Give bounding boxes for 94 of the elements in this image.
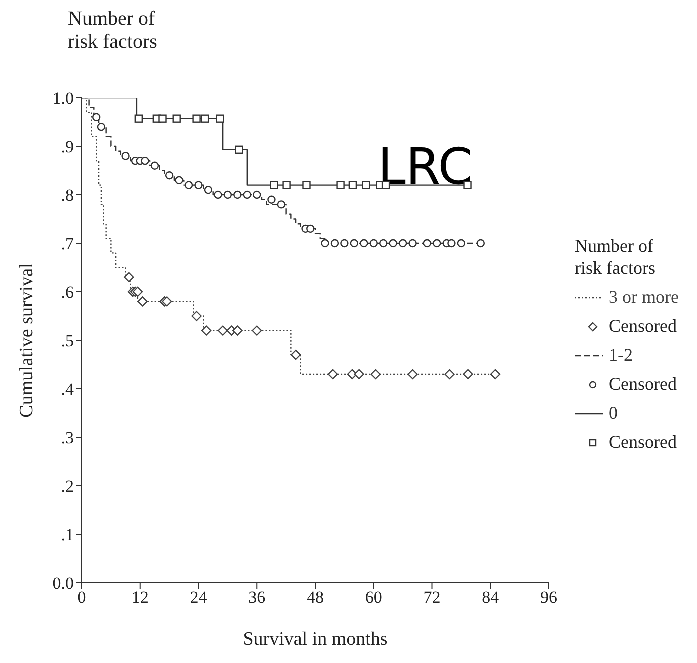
legend-label: Censored <box>609 316 677 337</box>
point <box>306 224 315 234</box>
point <box>408 239 417 248</box>
point <box>354 369 364 380</box>
point <box>138 296 148 307</box>
point <box>134 114 144 123</box>
point <box>380 239 388 248</box>
point <box>370 369 381 380</box>
legend-label: 3 or more <box>609 287 679 308</box>
point <box>389 239 398 248</box>
point <box>268 196 276 204</box>
y-tick-label: 0.0 <box>52 574 74 594</box>
point <box>158 114 167 123</box>
point <box>232 326 243 336</box>
x-tick-label: 48 <box>307 588 324 608</box>
point <box>122 152 130 160</box>
point <box>448 239 456 248</box>
point <box>243 190 252 200</box>
y-tick-label: .7 <box>61 234 74 254</box>
point <box>184 181 194 190</box>
y-tick-label: .3 <box>61 428 74 448</box>
point <box>423 239 432 248</box>
point <box>218 326 228 336</box>
y-tick-label: .6 <box>61 283 74 302</box>
x-tick-label: 24 <box>190 588 208 608</box>
legend-label: Censored <box>609 374 677 395</box>
point <box>216 114 224 123</box>
point <box>150 162 160 170</box>
point <box>124 272 134 283</box>
point <box>92 113 101 122</box>
point <box>290 350 302 360</box>
point <box>235 146 244 154</box>
x-tick-label: 84 <box>482 588 500 608</box>
text: Number of risk factors <box>68 8 158 54</box>
point <box>398 239 408 248</box>
point <box>370 239 378 248</box>
point <box>350 239 359 248</box>
point <box>194 181 203 190</box>
point <box>172 114 181 123</box>
point <box>270 181 278 190</box>
point <box>141 156 150 166</box>
point <box>204 186 213 194</box>
legend-title: Number of risk factors <box>575 235 656 279</box>
x-tick-label: 12 <box>132 588 149 608</box>
point <box>97 123 106 132</box>
point <box>302 181 311 190</box>
point <box>360 239 368 248</box>
x-axis-title: Survival in months <box>243 629 388 650</box>
x-tick-label: 72 <box>424 588 441 608</box>
point <box>234 190 242 200</box>
point <box>162 296 172 307</box>
point <box>192 114 201 123</box>
point <box>253 190 262 200</box>
annotation: LRC <box>378 138 474 196</box>
point <box>408 369 418 380</box>
point <box>321 239 330 248</box>
y-tick-label: .5 <box>61 332 74 351</box>
point <box>214 190 222 200</box>
point <box>175 176 184 185</box>
point <box>282 181 291 190</box>
point <box>362 181 370 190</box>
point <box>201 326 212 336</box>
point <box>490 369 501 380</box>
point <box>224 190 232 200</box>
legend-label: Censored <box>609 432 677 453</box>
point <box>200 114 210 123</box>
y-axis-title: Cumulative survival <box>16 263 38 418</box>
point <box>457 239 466 248</box>
point <box>165 172 174 180</box>
point <box>463 369 474 380</box>
y-tick-label: 1.0 <box>52 89 74 108</box>
x-tick-label: 0 <box>78 588 86 608</box>
x-tick-label: 96 <box>540 588 558 608</box>
legend-label: 1-2 <box>609 345 633 366</box>
point <box>330 239 340 248</box>
y-tick-label: .9 <box>61 138 74 157</box>
point <box>444 369 455 380</box>
point <box>192 311 202 322</box>
x-tick-label: 36 <box>248 588 266 608</box>
y-tick-label: .4 <box>61 380 74 400</box>
point <box>252 326 262 336</box>
point <box>433 239 442 248</box>
point <box>476 239 485 248</box>
point <box>336 181 345 190</box>
y-tick-label: .1 <box>61 526 74 545</box>
point <box>328 369 338 380</box>
point <box>340 239 349 248</box>
x-tick-label: 60 <box>365 588 382 608</box>
y-tick-label: .8 <box>61 186 74 206</box>
legend-label: 0 <box>609 403 618 424</box>
point <box>348 181 358 190</box>
point <box>132 286 144 298</box>
y-tick-label: .2 <box>61 477 74 496</box>
point <box>277 200 286 209</box>
